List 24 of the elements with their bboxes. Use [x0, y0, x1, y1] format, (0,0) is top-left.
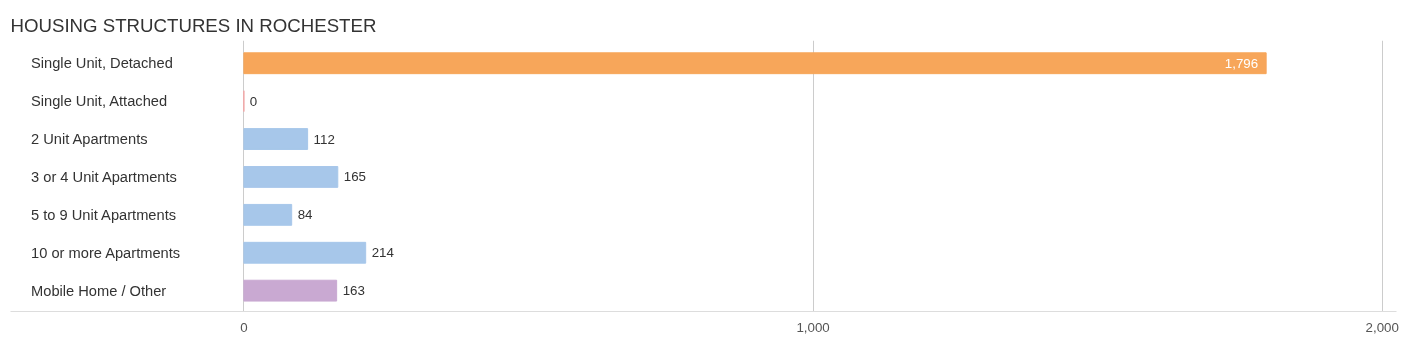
y-tick-label: 10 or more Apartments [31, 244, 181, 261]
y-tick-label: Mobile Home / Other [31, 282, 167, 299]
x-tick-label: 1,000 [796, 319, 830, 335]
bar [243, 128, 309, 150]
data-label: 0 [249, 93, 258, 109]
data-label: 112 [313, 131, 335, 147]
y-tick-label: Single Unit, Attached [31, 93, 168, 110]
bar [243, 166, 339, 188]
bar [243, 241, 367, 264]
bar [243, 203, 293, 226]
data-label: 163 [342, 283, 365, 299]
data-label: 1,796 [1224, 55, 1259, 71]
y-tick-label: 5 to 9 Unit Apartments [31, 206, 177, 223]
x-tick-label: 2,000 [1365, 319, 1399, 335]
data-label: 84 [297, 207, 314, 223]
y-tick-label: 3 or 4 Unit Apartments [31, 168, 177, 185]
y-tick-label: Single Unit, Detached [31, 55, 173, 72]
bar [243, 279, 338, 302]
data-label: 214 [371, 245, 395, 261]
bar [243, 52, 1267, 75]
x-tick-label: 0 [240, 319, 248, 335]
data-label: 165 [343, 169, 367, 185]
y-tick-label: 2 Unit Apartments [31, 131, 148, 148]
chart-title: HOUSING STRUCTURES IN ROCHESTER [10, 14, 377, 36]
